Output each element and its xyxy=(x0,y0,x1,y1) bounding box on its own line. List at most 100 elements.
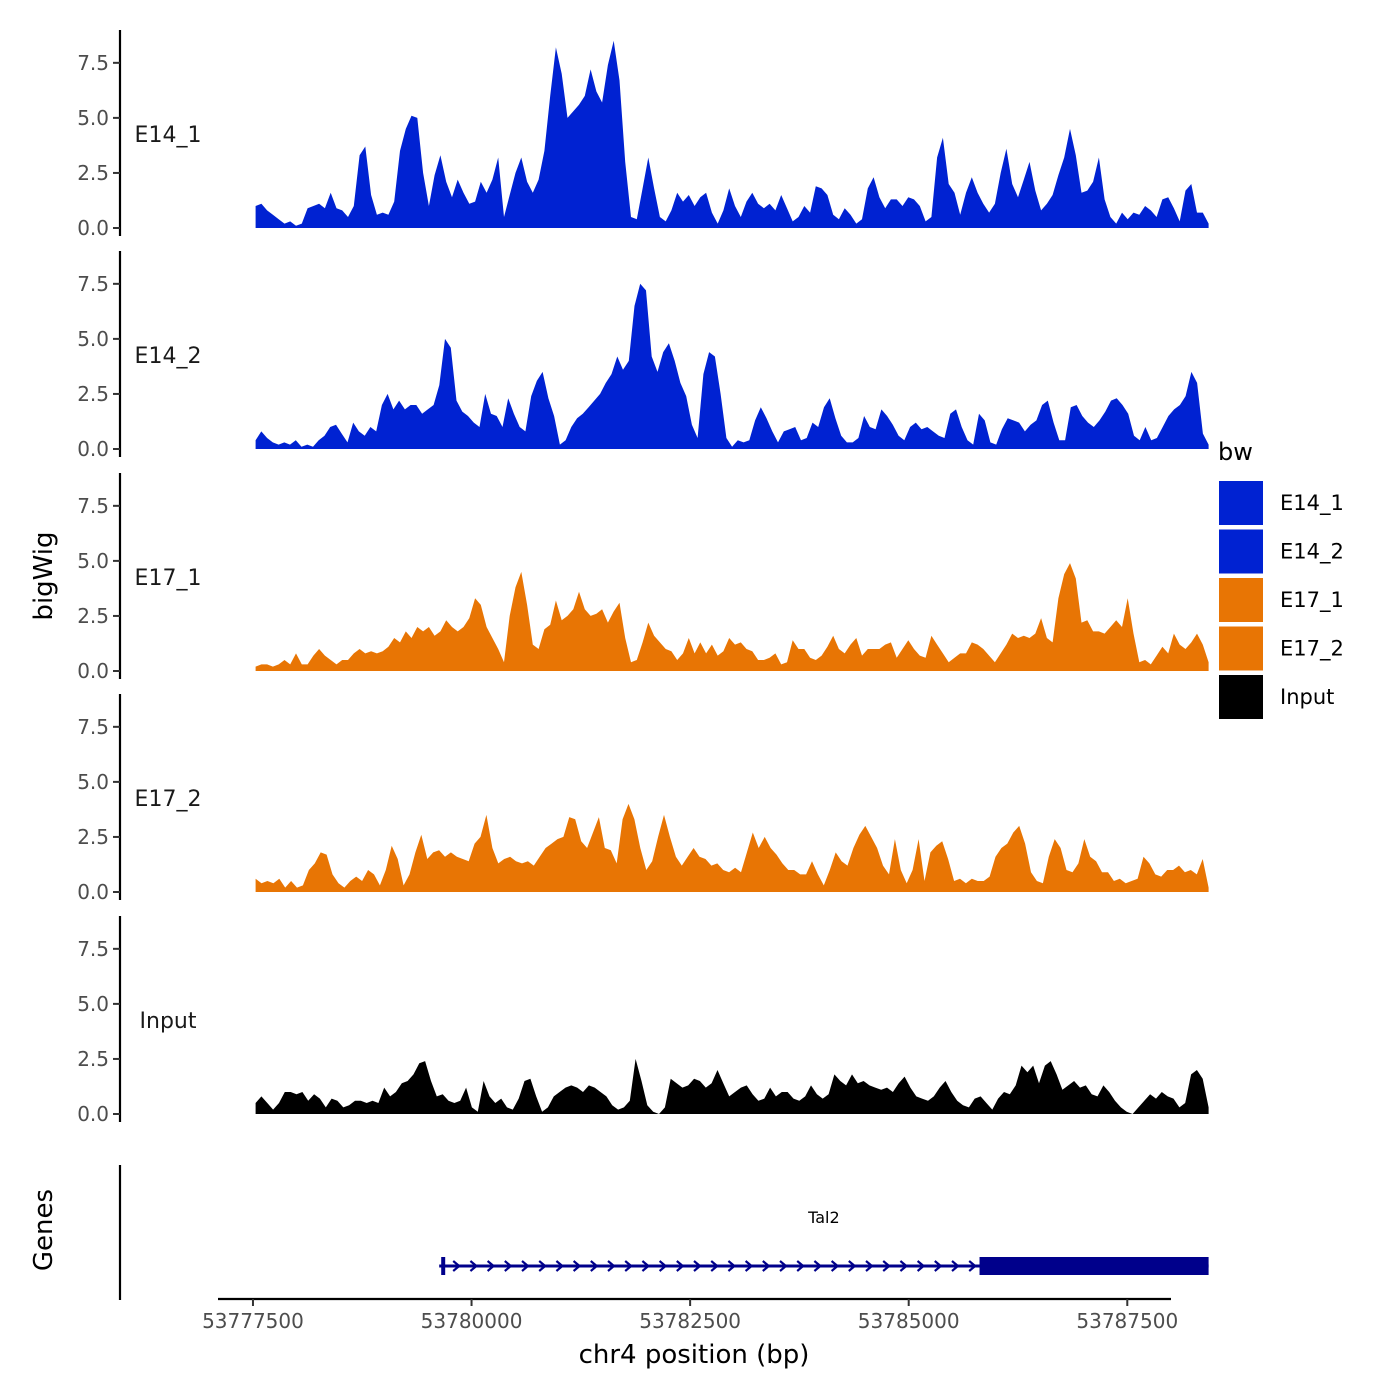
track-label: E17_1 xyxy=(135,566,202,591)
y-tick-label: 2.5 xyxy=(77,825,109,849)
signal-area xyxy=(255,283,1209,449)
gene-strand-arrow xyxy=(624,1260,633,1272)
y-tick-label: 7.5 xyxy=(77,937,109,961)
y-tick-label: 7.5 xyxy=(77,494,109,518)
track-panel-e14-1: 0.0 2.5 5.0 7.5 E14_1 xyxy=(77,30,1209,240)
gene-strand-arrow xyxy=(693,1260,702,1272)
x-axis: 53777500 53780000 53782500 53785000 53787500… xyxy=(202,1297,1178,1370)
y-tick-label: 7.5 xyxy=(77,272,109,296)
x-tick-label: 53780000 xyxy=(421,1309,523,1333)
gene-strand-arrow xyxy=(555,1260,565,1272)
gene-strand-arrow xyxy=(882,1260,891,1272)
gene-strand-arrow xyxy=(899,1260,909,1272)
y-tick-label: 5.0 xyxy=(77,106,109,130)
gene-strand-arrow xyxy=(538,1260,547,1272)
x-axis-title: chr4 position (bp) xyxy=(579,1340,810,1370)
gene-strand-arrow xyxy=(762,1260,771,1272)
legend-title: bw xyxy=(1218,438,1253,466)
x-ticks: 53777500 53780000 53782500 53785000 53787500 xyxy=(202,1299,1178,1333)
gene-strand-arrow xyxy=(504,1260,513,1272)
gene-track: Tal2 xyxy=(118,1165,1209,1300)
legend-swatch xyxy=(1217,576,1265,624)
y-tick-label: 2.5 xyxy=(77,1047,109,1071)
gene-strand-arrow xyxy=(744,1260,754,1272)
gene-strand-arrow xyxy=(865,1260,874,1272)
gene-strand-arrow xyxy=(796,1260,805,1272)
legend-items: E14_1 E14_2 E17_1 E17_2 Input xyxy=(1217,479,1344,721)
legend-item: E14_1 xyxy=(1217,479,1344,527)
y-tick-label: 2.5 xyxy=(77,604,109,628)
x-tick-label: 53782500 xyxy=(639,1309,741,1333)
gene-strand-arrow xyxy=(813,1260,823,1272)
y-axis-title: bigWig xyxy=(29,531,59,620)
gene-strand-arrow xyxy=(452,1260,461,1272)
gene-strand-arrow xyxy=(710,1260,719,1272)
y-tick-label: 0.0 xyxy=(77,659,109,683)
y-tick-label: 5.0 xyxy=(77,549,109,573)
gene-strand-arrow xyxy=(641,1260,651,1272)
gene-thick-exon xyxy=(979,1257,1209,1275)
y-tick-label: 2.5 xyxy=(77,161,109,185)
gene-model xyxy=(439,1257,1209,1275)
gene-strand-arrow xyxy=(916,1260,926,1272)
legend-label: Input xyxy=(1280,685,1334,709)
y-tick-label: 7.5 xyxy=(77,51,109,75)
legend-swatch xyxy=(1217,673,1265,721)
gene-strand-arrow xyxy=(572,1260,582,1272)
gene-strand-arrow xyxy=(951,1260,960,1272)
signal-area xyxy=(255,1058,1209,1114)
legend-item: Input xyxy=(1217,673,1334,721)
y-tick-label: 0.0 xyxy=(77,1102,109,1126)
track-panel-input: 0.0 2.5 5.0 7.5 Input xyxy=(77,916,1209,1126)
gene-strand-arrow xyxy=(590,1260,599,1272)
track-panel-e17-1: 0.0 2.5 5.0 7.5 E17_1 xyxy=(77,473,1209,683)
legend-swatch xyxy=(1217,479,1265,527)
gene-strand-arrow xyxy=(469,1260,479,1272)
gene-label: Tal2 xyxy=(807,1208,840,1227)
y-tick-label: 0.0 xyxy=(77,437,109,461)
x-tick-label: 53787500 xyxy=(1076,1309,1178,1333)
legend-label: E17_1 xyxy=(1280,588,1344,613)
gene-strand-arrow xyxy=(521,1260,530,1272)
signal-area xyxy=(255,40,1209,228)
gene-strand-arrow xyxy=(676,1260,685,1272)
signal-area xyxy=(255,803,1209,892)
y-tick-label: 0.0 xyxy=(77,880,109,904)
y-tick-label: 2.5 xyxy=(77,382,109,406)
legend-item: E17_2 xyxy=(1217,624,1344,673)
track-label: E14_1 xyxy=(135,123,202,148)
track-panel-e17-2: 0.0 2.5 5.0 7.5 E17_2 xyxy=(77,694,1209,904)
y-tick-label: 5.0 xyxy=(77,992,109,1016)
track-label: E17_2 xyxy=(135,787,202,812)
y-tick-label: 7.5 xyxy=(77,715,109,739)
gene-strand-arrow xyxy=(848,1260,857,1272)
signal-tracks: 0.0 2.5 5.0 7.5 E14_1 0.0 2.5 5.0 7.5 E14_2 0.0 2.5… xyxy=(77,30,1209,1126)
track-panel-e14-2: 0.0 2.5 5.0 7.5 E14_2 xyxy=(77,251,1209,461)
gene-strand-arrow xyxy=(934,1260,943,1272)
x-tick-label: 53777500 xyxy=(202,1309,304,1333)
y-tick-label: 0.0 xyxy=(77,216,109,240)
legend-swatch xyxy=(1217,624,1265,673)
legend-item: E17_1 xyxy=(1217,576,1344,624)
gene-strand-arrow xyxy=(658,1260,668,1272)
legend-label: E17_2 xyxy=(1280,637,1344,662)
legend-label: E14_1 xyxy=(1280,491,1344,516)
track-label: E14_2 xyxy=(135,344,202,369)
signal-area xyxy=(255,563,1209,671)
gene-strand-arrow xyxy=(779,1260,788,1272)
legend-item: E14_2 xyxy=(1217,527,1344,576)
legend-label: E14_2 xyxy=(1280,540,1344,565)
legend-swatch xyxy=(1217,527,1265,576)
x-tick-label: 53785000 xyxy=(858,1309,960,1333)
gene-axis-title: Genes xyxy=(29,1189,59,1271)
y-tick-label: 5.0 xyxy=(77,327,109,351)
gene-strand-arrow xyxy=(968,1260,977,1272)
legend: bw E14_1 E14_2 E17_1 E17_2 Input xyxy=(1217,438,1344,721)
gene-strand-arrow xyxy=(830,1260,840,1272)
gene-strand-arrow xyxy=(727,1260,737,1272)
y-tick-label: 5.0 xyxy=(77,770,109,794)
gene-strand-arrow xyxy=(607,1260,616,1272)
track-label: Input xyxy=(140,1009,197,1034)
gene-strand-arrow xyxy=(486,1260,496,1272)
